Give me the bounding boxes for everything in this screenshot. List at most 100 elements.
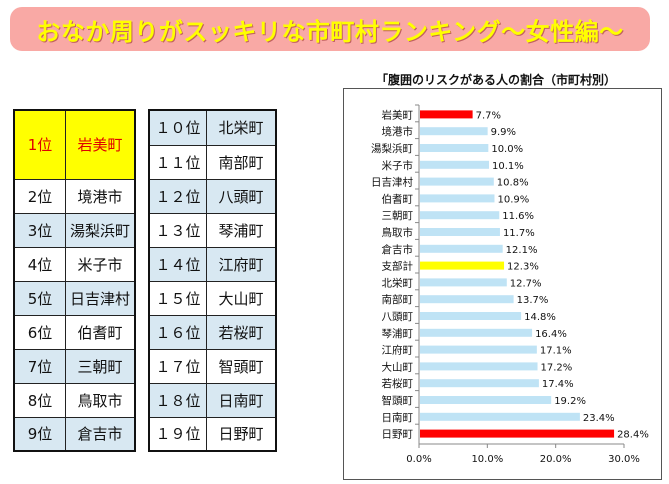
municipality-name: 大山町 xyxy=(206,280,277,316)
ranking-row: １６位 若桜町 xyxy=(148,314,277,350)
ranking-row: １０位 北栄町 xyxy=(148,109,277,146)
bar xyxy=(420,412,580,421)
municipality-name: 江府町 xyxy=(206,246,277,282)
bar xyxy=(420,362,538,371)
category-label: 若桜町 xyxy=(382,377,414,390)
ranking-row: 8位 鳥取市 xyxy=(13,382,136,418)
value-label: 16.4% xyxy=(535,329,567,340)
value-label: 12.3% xyxy=(507,262,539,273)
ranking-row: １５位 大山町 xyxy=(148,280,277,316)
municipality-name: 伯耆町 xyxy=(65,314,136,350)
rank-position: １０位 xyxy=(148,109,207,146)
ranking-table-left: 1位 岩美町 2位 境港市 3位 湯梨浜町 4位 米子市 5位 日吉津村 6位 伯耆町 7位 三朝町 8位鳥… xyxy=(13,109,136,452)
value-label: 12.1% xyxy=(506,245,538,256)
rank-position: １６位 xyxy=(148,314,207,350)
value-label: 10.0% xyxy=(491,144,523,155)
bar xyxy=(420,396,552,404)
municipality-name: 智頭町 xyxy=(206,348,277,384)
bar xyxy=(420,295,514,304)
municipality-name: 琴浦町 xyxy=(206,212,277,248)
chart-title: 「腹囲のリスクがある人の割合（市町村別） xyxy=(376,73,617,87)
rank-position: １８位 xyxy=(148,382,207,418)
title-banner: おなか周りがスッキリな市町村ランキング～女性編～ xyxy=(10,7,650,51)
municipality-name: 三朝町 xyxy=(65,348,136,384)
municipality-name: 岩美町 xyxy=(65,109,136,180)
category-label: 日吉津村 xyxy=(371,176,413,189)
category-label: 三朝町 xyxy=(382,210,414,222)
bar xyxy=(420,328,533,337)
value-label: 17.4% xyxy=(542,379,574,390)
category-label: 江府町 xyxy=(382,344,414,357)
ranking-row: １１位 南部町 xyxy=(148,144,277,180)
value-label: 10.1% xyxy=(492,161,524,172)
x-tick-label: 10.0% xyxy=(471,454,503,465)
ranking-row: １８位 日南町 xyxy=(148,382,277,418)
bar xyxy=(420,312,522,320)
value-label: 13.7% xyxy=(517,295,549,306)
ranking-row: 4位 米子市 xyxy=(13,246,136,282)
category-label: 八頭町 xyxy=(382,311,414,323)
rank-position: １２位 xyxy=(148,178,207,214)
category-label: 倉吉市 xyxy=(382,243,414,256)
rank-position: 5位 xyxy=(13,280,66,316)
value-label: 28.4% xyxy=(617,430,649,441)
category-label: 湯梨浜町 xyxy=(371,142,413,155)
value-label: 10.8% xyxy=(497,178,529,189)
value-label: 17.2% xyxy=(541,362,573,373)
bar xyxy=(420,345,537,354)
ranking-row: 7位 三朝町 xyxy=(13,348,136,384)
municipality-name: 湯梨浜町 xyxy=(65,212,136,248)
value-label: 12.7% xyxy=(510,278,542,289)
ranking-row: １３位 琴浦町 xyxy=(148,212,277,248)
municipality-name: 八頭町 xyxy=(206,178,277,214)
value-label: 11.7% xyxy=(503,228,535,239)
rank-position: 8位 xyxy=(13,382,66,418)
ranking-row: 6位 伯耆町 xyxy=(13,314,136,350)
ranking-row: １７位 智頭町 xyxy=(148,348,277,384)
municipality-name: 境港市 xyxy=(65,178,136,214)
category-label: 琴浦町 xyxy=(382,327,414,340)
x-tick-label: 20.0% xyxy=(540,454,572,465)
bar xyxy=(420,379,539,388)
rank-position: １９位 xyxy=(148,416,207,452)
rank-position: 6位 xyxy=(13,314,66,350)
bar xyxy=(420,244,503,253)
municipality-name: 北栄町 xyxy=(206,109,277,146)
ranking-row: １２位 八頭町 xyxy=(148,178,277,214)
bar xyxy=(420,228,500,236)
rank-position: １５位 xyxy=(148,280,207,316)
ranking-row: １４位 江府町 xyxy=(148,246,277,282)
rank-position: １１位 xyxy=(148,144,207,180)
bar xyxy=(420,429,615,438)
category-label: 鳥取市 xyxy=(382,226,414,239)
bar xyxy=(420,211,500,220)
category-label: 南部町 xyxy=(382,293,414,306)
value-label: 17.1% xyxy=(540,346,572,357)
bar xyxy=(420,160,490,169)
ranking-row: 2位 境港市 xyxy=(13,178,136,214)
x-tick-label: 30.0% xyxy=(608,454,640,465)
category-label: 北栄町 xyxy=(382,276,414,289)
category-label: 支部計 xyxy=(382,260,414,273)
bar xyxy=(420,127,488,136)
category-label: 日南町 xyxy=(382,411,414,424)
municipality-name: 米子市 xyxy=(65,246,136,282)
rank-position: １４位 xyxy=(148,246,207,282)
ranking-row: 9位 倉吉市 xyxy=(13,416,136,452)
rank-position: 4位 xyxy=(13,246,66,282)
bar xyxy=(420,110,473,119)
bar xyxy=(420,194,495,203)
ranking-table-right: １０位 北栄町 １１位 南部町 １２位 八頭町 １３位 琴浦町 １４位 江府町 １５位 大山町 １６位若… xyxy=(148,109,277,452)
ranking-row: 5位 日吉津村 xyxy=(13,280,136,316)
value-label: 19.2% xyxy=(554,396,586,407)
bar xyxy=(420,144,489,152)
municipality-name: 倉吉市 xyxy=(65,416,136,452)
rank-position: １３位 xyxy=(148,212,207,248)
rank-position: 7位 xyxy=(13,348,66,384)
category-label: 日野町 xyxy=(382,429,414,441)
banner-title: おなか周りがスッキリな市町村ランキング～女性編～ xyxy=(36,17,624,46)
ranking-row: １９位 日野町 xyxy=(148,416,277,452)
category-label: 大山町 xyxy=(382,360,414,373)
municipality-name: 日南町 xyxy=(206,382,277,418)
ranking-row: 3位 湯梨浜町 xyxy=(13,212,136,248)
